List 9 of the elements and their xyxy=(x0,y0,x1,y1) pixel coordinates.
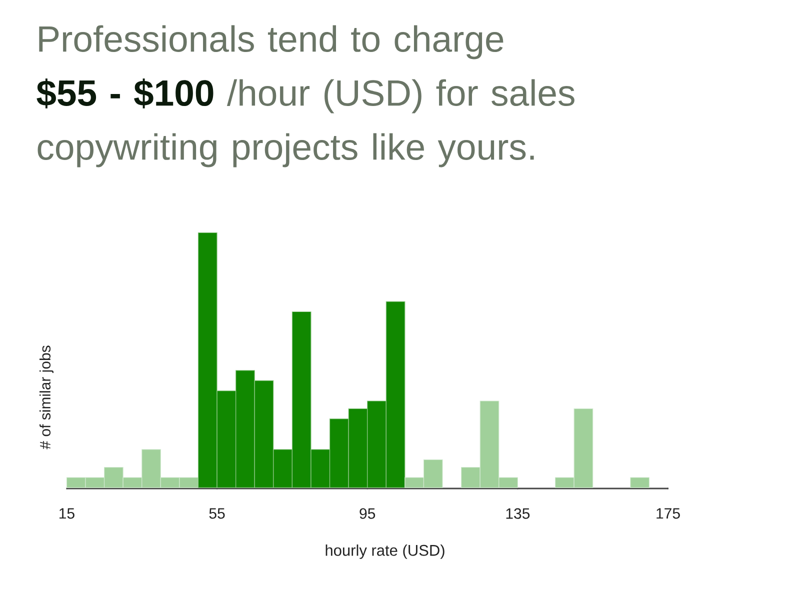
x-tick-label: 135 xyxy=(506,508,530,519)
x-tick-label: 15 xyxy=(60,508,74,519)
x-tick-label: 95 xyxy=(360,508,376,519)
chart-title: Professionals tend to charge $55 - $100 /hour (USD) for sales copywriting projects like yours. xyxy=(36,25,574,168)
x-axis-title: hourly rate (USD) xyxy=(326,544,444,559)
bar xyxy=(630,477,650,488)
x-tick-label: 55 xyxy=(209,508,225,519)
y-axis-title: # of similar jobs xyxy=(40,346,54,450)
x-tick-label: 175 xyxy=(656,508,680,519)
